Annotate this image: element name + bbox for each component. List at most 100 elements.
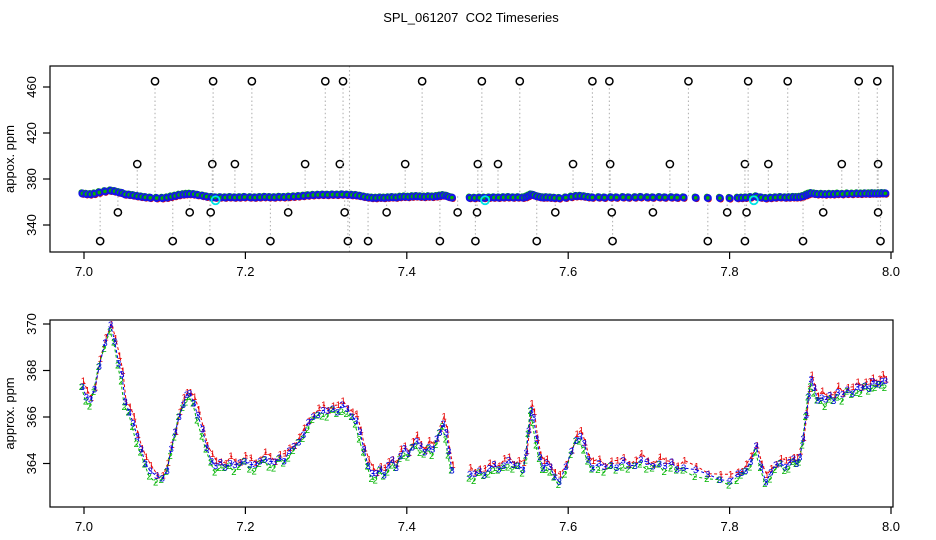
series-2-point: 2 xyxy=(199,432,204,443)
series-2-point: 2 xyxy=(413,441,418,452)
series-3-point: 3 xyxy=(209,457,214,468)
top-panel-plot-box xyxy=(49,65,894,253)
series-3-point: 3 xyxy=(390,455,395,466)
series-1-point: 1 xyxy=(441,411,446,422)
series-3-point: 3 xyxy=(204,443,209,454)
series-1-point: 1 xyxy=(345,404,350,415)
series-2-point: 2 xyxy=(866,386,871,397)
series-3-point: 3 xyxy=(131,418,136,429)
series-1-point: 1 xyxy=(487,458,492,469)
series-1-point: 1 xyxy=(774,460,779,471)
series-1-point: 1 xyxy=(682,456,687,467)
series-2-point: 2 xyxy=(373,476,378,487)
series-3-point: 3 xyxy=(92,385,97,396)
series-2-point: 2 xyxy=(547,467,552,478)
series-3-point: 3 xyxy=(444,428,449,439)
bottom-panel-y-tick-label: 366 xyxy=(24,406,39,428)
series-2-point: 2 xyxy=(656,460,661,471)
series-1-point: 1 xyxy=(805,408,810,419)
series-3-point: 3 xyxy=(184,390,189,401)
series-2-point: 2 xyxy=(573,436,578,447)
bottom-panel-y-axis: 364 366 368 370 xyxy=(24,313,50,474)
series-2-point: 2 xyxy=(644,464,649,475)
calibration-circle-marker xyxy=(283,208,293,217)
series-2-point: 2 xyxy=(226,461,231,472)
series-1-point: 1 xyxy=(117,351,122,362)
series-3-point: 3 xyxy=(277,453,282,464)
series-2-point: 2 xyxy=(796,458,801,469)
series-2-point: 2 xyxy=(364,461,369,472)
series-2-point: 2 xyxy=(285,453,290,464)
series-3-point: 3 xyxy=(669,457,674,468)
series-3-point: 3 xyxy=(286,446,291,457)
series-2-point: 2 xyxy=(637,460,642,471)
series-3-point: 3 xyxy=(806,391,811,402)
series-2-point: 2 xyxy=(568,450,573,461)
series-1-point: 1 xyxy=(144,452,149,463)
series-3-point: 3 xyxy=(863,381,868,392)
bottom-panel-axes: 7.0 7.2 7.4 7.6 7.8 8.0 364 366 368 370 approx. pp… xyxy=(2,313,900,534)
series-1-point: 1 xyxy=(120,366,125,377)
series-1-point: 1 xyxy=(182,393,187,404)
series-1-point: 1 xyxy=(744,459,749,470)
series-1-point: 1 xyxy=(192,392,197,403)
series-1-point: 1 xyxy=(358,425,363,436)
series-3-point: 3 xyxy=(544,458,549,469)
series-2-point: 2 xyxy=(613,466,618,477)
series-2-point: 2 xyxy=(130,422,135,433)
calibration-circle-marker xyxy=(400,159,410,169)
series-2-point: 2 xyxy=(757,463,762,474)
series-1-point: 1 xyxy=(354,409,359,420)
series-3-point: 3 xyxy=(840,390,845,401)
series-1-point: 1 xyxy=(350,407,355,418)
series-3-point: 3 xyxy=(320,406,325,417)
series-2-point: 2 xyxy=(217,463,222,474)
series-3-point: 3 xyxy=(340,400,345,411)
series-3-point: 3 xyxy=(773,460,778,471)
series-3-point: 3 xyxy=(84,393,89,404)
calibration-circle-marker xyxy=(872,76,882,86)
series-2-point: 2 xyxy=(726,480,731,491)
series-3-point: 3 xyxy=(248,460,253,471)
series-1-point: 1 xyxy=(816,391,821,402)
series-3-point: 3 xyxy=(281,456,286,467)
series-2-point: 2 xyxy=(138,448,143,459)
series-1-point: 1 xyxy=(579,425,584,436)
series-3-point: 3 xyxy=(218,457,223,468)
series-1-point: 1 xyxy=(85,386,90,397)
series-3-point: 3 xyxy=(850,389,855,400)
bottom-panel-y-tick-label: 364 xyxy=(24,453,39,475)
series-1-point: 1 xyxy=(603,462,608,473)
series-1-point: 1 xyxy=(185,388,190,399)
series-1-point: 1 xyxy=(374,468,379,479)
series-3-point: 3 xyxy=(758,462,763,473)
series-1-point: 1 xyxy=(219,457,224,468)
series-3-point: 3 xyxy=(787,457,792,468)
series-1-point: 1 xyxy=(282,449,287,460)
series-2-point: 2 xyxy=(793,459,798,470)
series-1-point: 1 xyxy=(755,440,760,451)
series-3-point: 3 xyxy=(808,375,813,386)
series-3-point: 3 xyxy=(778,458,783,469)
series-1-point: 1 xyxy=(877,374,882,385)
calibration-circle-marker xyxy=(873,159,883,169)
series-1-point: 1 xyxy=(646,456,651,467)
series-1-point: 1 xyxy=(297,432,302,443)
series-2-point: 2 xyxy=(858,389,863,400)
series-1-point: 1 xyxy=(196,404,201,415)
top-panel-y-tick-label: 380 xyxy=(24,168,39,190)
calibration-circle-marker xyxy=(205,236,215,246)
series-2-point: 2 xyxy=(417,448,422,459)
series-3-point: 3 xyxy=(735,469,740,480)
series-1-point: 1 xyxy=(292,441,297,452)
series-1-point: 1 xyxy=(362,443,367,454)
series-1-point: 1 xyxy=(795,452,800,463)
series-2-point: 2 xyxy=(443,435,448,446)
series-3-point: 3 xyxy=(402,444,407,455)
calibration-circle-marker xyxy=(665,159,675,169)
series-2-point: 2 xyxy=(334,409,339,420)
series-2-point: 2 xyxy=(523,455,528,466)
series-3-point: 3 xyxy=(173,427,178,438)
series-3-point: 3 xyxy=(638,455,643,466)
